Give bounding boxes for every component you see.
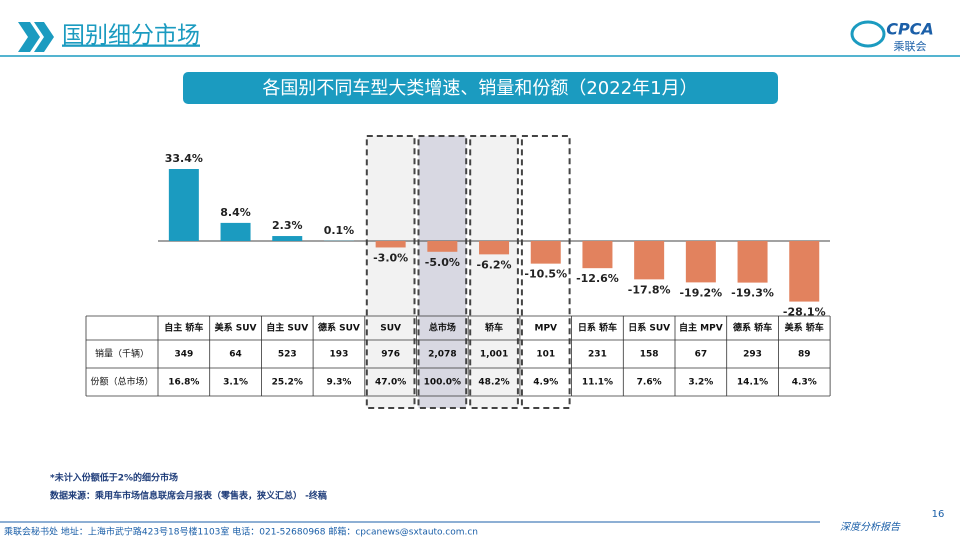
table-cell: 9.3% [326,378,351,388]
table-cell: 48.2% [478,378,509,388]
table-cell: 67 [695,350,708,360]
table-cell: 1,001 [480,350,508,360]
highlights [365,135,571,409]
table-cell: 25.2% [272,378,303,388]
table-cell: 11.1% [582,378,613,388]
table-cell: 3.2% [688,378,713,388]
table-cell: 14.1% [737,378,768,388]
column-header: 德系 轿车 [733,322,772,334]
column-header: 自主 SUV [266,322,308,334]
value-label: 33.4% [165,152,203,165]
value-label: -12.6% [576,272,619,285]
table-cell: 3.1% [223,378,248,388]
row-label: 销量（千辆） [95,348,149,360]
table-cell: 100.0% [424,378,462,388]
table-cell: 4.9% [533,378,558,388]
value-label: -10.5% [524,268,567,281]
table-cell: 349 [174,350,193,360]
value-label: -19.2% [679,286,722,299]
column-header: MPV [534,324,557,334]
value-label: -17.8% [628,283,671,296]
column-header: 美系 SUV [215,322,257,334]
table-cell: 2,078 [428,350,456,360]
column-header: 总市场 [429,322,456,334]
row-label: 份额（总市场） [90,376,153,388]
table-cell: 89 [798,350,811,360]
bar [582,241,613,269]
highlight-box [520,135,571,409]
bar [685,241,716,283]
column-header: 自主 轿车 [164,322,203,334]
table-cell: 101 [536,350,555,360]
bar [168,169,199,241]
column-header: SUV [380,324,401,334]
value-label: 8.4% [220,206,251,219]
value-label: 2.3% [272,219,303,232]
table-cell: 158 [640,350,659,360]
page-number: 16 [932,509,945,520]
value-label: 0.1% [324,224,355,237]
bar [272,236,303,241]
column-header: 日系 轿车 [578,322,617,334]
column-header: 德系 SUV [318,322,360,334]
plot: 33.4% 8.4% 2.3% 0.1% -3.0% -5.0% -6.2% -10.5% -1… [158,152,830,319]
chevron-icon [18,22,54,52]
bar [220,222,251,241]
column-header: 美系 轿车 [785,322,824,334]
column-header: 自主 MPV [679,322,723,334]
value-label: -6.2% [477,258,512,271]
footer-address: 乘联会秘书处 地址：上海市武宁路423号18号楼1103室 电话：021-526… [4,526,478,538]
table-cell: 976 [381,350,400,360]
logo-sub: 乘联会 [894,40,927,53]
bar [789,241,820,302]
table-cell: 4.3% [792,378,817,388]
logo-text: CPCA [886,20,934,39]
bar [427,241,458,252]
bar [737,241,768,283]
value-label: -3.0% [373,251,408,264]
table-cell: 64 [229,350,242,360]
bar [634,241,665,280]
footer-tag: 深度分析报告 [840,521,901,533]
logo-mark [850,20,886,48]
column-header: 日系 SUV [628,322,670,334]
table-cell: 293 [743,350,762,360]
bar [375,241,406,248]
chart-title: 各国别不同车型大类增速、销量和份额（2022年1月） [262,78,697,99]
value-label: -28.1% [783,306,826,319]
table-cell: 193 [330,350,349,360]
value-label: -5.0% [425,256,460,269]
highlight-box [469,135,519,409]
subtitle-box [183,72,778,104]
table-cell: 231 [588,350,607,360]
note: *未计入份额低于2%的细分市场 [50,472,178,484]
note: 数据来源：乘用车市场信息联席会月报表（零售表，狭义汇总） -终稿 [50,490,327,502]
value-label: -19.3% [731,287,774,300]
column-header: 轿车 [485,322,503,334]
table-cell: 7.6% [637,378,662,388]
highlight-box [365,135,416,409]
bar [479,241,510,255]
page-title: 国别细分市场 [62,23,200,49]
table-cell: 523 [278,350,297,360]
table-cell: 16.8% [168,378,199,388]
bar [530,241,561,264]
table: 自主 轿车 美系 SUV 自主 SUV 德系 SUV SUV 总市场 轿车 MPV 日系 轿车日… [85,315,831,397]
table-cell: 47.0% [375,378,406,388]
highlight-box [417,135,468,409]
